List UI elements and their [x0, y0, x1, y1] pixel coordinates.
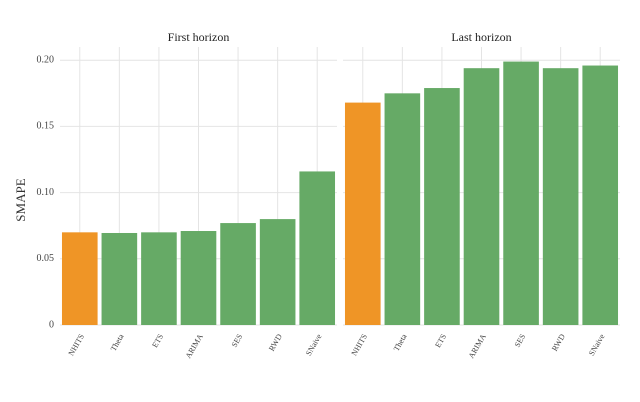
y-tick-label: 0.20 — [37, 55, 55, 66]
x-tick-label: NHITS — [67, 332, 87, 357]
y-tick-label: 0.15 — [37, 121, 55, 132]
panel-title: First horizon — [168, 30, 230, 44]
bar — [180, 231, 217, 325]
bar — [503, 61, 539, 326]
bar — [141, 232, 177, 325]
y-axis-label: SMAPE — [13, 178, 28, 221]
x-tick-label: ETS — [433, 332, 448, 349]
bar — [220, 223, 256, 325]
x-tick-label: RWD — [267, 332, 284, 352]
x-tick-label: ARIMA — [467, 332, 488, 360]
x-tick-label: Theta — [392, 332, 409, 353]
x-tick-label: ETS — [150, 332, 165, 349]
x-tick-label: SES — [513, 332, 528, 348]
bar — [424, 88, 460, 326]
bar — [101, 232, 138, 325]
bar — [259, 219, 296, 325]
bar — [299, 171, 336, 325]
x-tick-label: NHITS — [350, 332, 370, 357]
y-tick-label: 0.05 — [37, 253, 55, 264]
y-tick-label: 0 — [49, 319, 54, 330]
bar — [582, 65, 619, 326]
x-tick-label: SNaive — [304, 332, 324, 357]
y-tick-label: 0.10 — [37, 187, 55, 198]
x-tick-label: Theta — [109, 332, 126, 353]
x-tick-label: SNaive — [587, 332, 607, 357]
bar — [384, 93, 421, 325]
bar — [463, 68, 500, 325]
bar — [542, 68, 579, 325]
bar — [61, 232, 98, 325]
bar — [344, 102, 381, 325]
x-tick-label: ARIMA — [184, 332, 205, 360]
x-tick-label: SES — [230, 332, 245, 348]
panel-title: Last horizon — [451, 30, 511, 44]
x-tick-label: RWD — [550, 332, 567, 352]
